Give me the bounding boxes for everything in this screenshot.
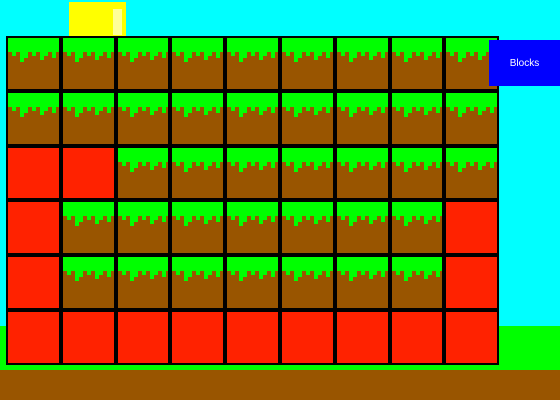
grass-block-tile[interactable]: [334, 255, 390, 310]
grass-top-icon: [172, 202, 224, 227]
empty-tile[interactable]: [115, 310, 171, 365]
sun-glint: [113, 9, 122, 35]
grass-top-icon: [336, 92, 388, 117]
grass-top-icon: [172, 38, 224, 62]
grass-block-tile[interactable]: [389, 255, 445, 310]
grass-top-icon: [336, 38, 388, 62]
grass-top-icon: [336, 147, 388, 172]
grass-top-icon: [117, 202, 169, 227]
grass-block-tile[interactable]: [170, 200, 226, 256]
grass-top-icon: [172, 92, 224, 117]
blocks-button[interactable]: Blocks: [489, 40, 560, 86]
grass-top-icon: [62, 38, 114, 62]
grass-block-tile[interactable]: [334, 90, 390, 146]
empty-tile[interactable]: [6, 145, 61, 201]
grass-block-tile[interactable]: [60, 36, 116, 91]
grass-top-icon: [391, 257, 443, 282]
grass-block-tile[interactable]: [60, 90, 116, 146]
grass-block-tile[interactable]: [280, 90, 335, 146]
grass-block-tile[interactable]: [115, 145, 171, 201]
empty-tile[interactable]: [6, 255, 61, 310]
grass-block-tile[interactable]: [115, 90, 171, 146]
empty-tile[interactable]: [280, 310, 335, 365]
grass-block-tile[interactable]: [115, 200, 171, 256]
grass-block-tile[interactable]: [170, 36, 226, 91]
grass-block-tile[interactable]: [280, 145, 335, 201]
grass-top-icon: [8, 92, 59, 117]
grass-top-icon: [8, 38, 59, 62]
grass-top-icon: [117, 38, 169, 62]
grass-block-tile[interactable]: [389, 90, 445, 146]
grass-block-tile[interactable]: [6, 36, 61, 91]
grass-top-icon: [336, 257, 388, 282]
grass-top-icon: [172, 147, 224, 172]
grass-top-icon: [282, 92, 333, 117]
grass-block-tile[interactable]: [225, 255, 280, 310]
grass-top-icon: [446, 147, 498, 172]
grass-block-tile[interactable]: [334, 145, 390, 201]
grass-block-tile[interactable]: [389, 200, 445, 256]
grass-top-icon: [282, 38, 333, 62]
grass-block-tile[interactable]: [280, 36, 335, 91]
grass-top-icon: [117, 147, 169, 172]
grass-top-icon: [227, 147, 278, 172]
grass-top-icon: [391, 92, 443, 117]
ground-dirt-strip: [0, 370, 560, 400]
grass-top-icon: [172, 257, 224, 282]
grass-top-icon: [227, 92, 278, 117]
grass-block-tile[interactable]: [389, 145, 445, 201]
grass-top-icon: [391, 147, 443, 172]
empty-tile[interactable]: [6, 200, 61, 256]
empty-tile[interactable]: [444, 200, 500, 256]
grass-block-tile[interactable]: [334, 200, 390, 256]
grass-block-tile[interactable]: [115, 36, 171, 91]
grass-top-icon: [391, 202, 443, 227]
empty-tile[interactable]: [389, 310, 445, 365]
grass-block-tile[interactable]: [225, 200, 280, 256]
grass-block-tile[interactable]: [60, 255, 116, 310]
grass-top-icon: [62, 257, 114, 282]
grass-block-tile[interactable]: [60, 200, 116, 256]
grass-top-icon: [282, 147, 333, 172]
grass-block-tile[interactable]: [115, 255, 171, 310]
empty-tile[interactable]: [60, 310, 116, 365]
grass-top-icon: [117, 257, 169, 282]
grass-top-icon: [227, 38, 278, 62]
grass-top-icon: [336, 202, 388, 227]
empty-tile[interactable]: [170, 310, 226, 365]
grass-top-icon: [446, 92, 498, 117]
grass-block-tile[interactable]: [170, 145, 226, 201]
grass-block-tile[interactable]: [334, 36, 390, 91]
grass-block-tile[interactable]: [225, 36, 280, 91]
empty-tile[interactable]: [60, 145, 116, 201]
block-grid: [6, 36, 500, 365]
grass-top-icon: [62, 202, 114, 227]
empty-tile[interactable]: [444, 310, 500, 365]
grass-top-icon: [391, 38, 443, 62]
grass-block-tile[interactable]: [444, 90, 500, 146]
grass-block-tile[interactable]: [170, 255, 226, 310]
grass-block-tile[interactable]: [280, 255, 335, 310]
grass-block-tile[interactable]: [444, 145, 500, 201]
grass-top-icon: [282, 202, 333, 227]
grass-block-tile[interactable]: [225, 90, 280, 146]
grass-top-icon: [62, 92, 114, 117]
grass-top-icon: [117, 92, 169, 117]
empty-tile[interactable]: [334, 310, 390, 365]
grass-top-icon: [227, 257, 278, 282]
empty-tile[interactable]: [225, 310, 280, 365]
grass-top-icon: [282, 257, 333, 282]
grass-block-tile[interactable]: [389, 36, 445, 91]
grass-top-icon: [227, 202, 278, 227]
grass-top-icon: [446, 38, 498, 62]
grass-block-tile[interactable]: [6, 90, 61, 146]
grass-block-tile[interactable]: [225, 145, 280, 201]
grass-block-tile[interactable]: [170, 90, 226, 146]
empty-tile[interactable]: [6, 310, 61, 365]
empty-tile[interactable]: [444, 255, 500, 310]
grass-block-tile[interactable]: [280, 200, 335, 256]
